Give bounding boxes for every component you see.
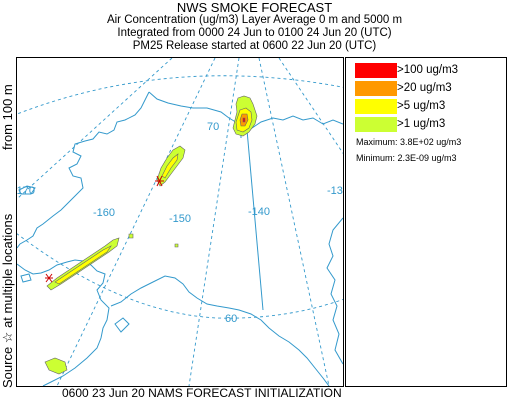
legend-label-5: >5 ug/m3 <box>397 100 446 112</box>
smoke-plumes <box>44 95 258 375</box>
meridian-140 <box>258 58 330 386</box>
integration-period: Integrated from 0000 24 Jun to 0100 24 J… <box>117 27 392 39</box>
release-height-label: from 100 m <box>0 84 15 150</box>
plume-south-small <box>44 357 68 375</box>
legend-swatch-5 <box>355 99 397 114</box>
forecast-initialization: 0600 23 Jun 20 NAMS FORECAST INITIALIZAT… <box>62 386 342 400</box>
forecast-title: NWS SMOKE FORECAST <box>176 0 333 15</box>
alaska-south-coast <box>110 275 330 386</box>
plume-central-yellow <box>161 153 179 179</box>
plume-speck-2 <box>128 233 134 239</box>
lat-label-70: 70 <box>207 121 219 133</box>
bristol-bay-coast <box>17 259 110 386</box>
alaska-north-coast <box>148 91 246 129</box>
legend-label-1: >1 ug/m3 <box>397 118 446 130</box>
lat-label-60: 60 <box>225 313 237 325</box>
coastlines <box>17 91 343 386</box>
legend-swatch-20 <box>355 81 397 96</box>
canada-north-coast <box>248 115 343 131</box>
graticule <box>17 58 343 386</box>
legend-label-20: >20 ug/m3 <box>397 82 452 94</box>
lon-label-170: -170 <box>17 185 35 197</box>
meridian-150 <box>188 58 240 386</box>
grid-labels: -170 -160 -150 -140 -130 70 60 <box>17 121 343 325</box>
meridian-160 <box>56 58 216 386</box>
plume-southwest-yellow <box>54 245 112 285</box>
legend-maximum: Maximum: 3.8E+02 ug/m3 <box>356 137 462 147</box>
legend-swatch-100 <box>355 63 397 78</box>
lon-label-130: -130 <box>327 185 343 197</box>
mainland-east-coast <box>326 217 343 365</box>
release-start: PM25 Release started at 0600 22 Jun 20 (… <box>132 40 377 52</box>
plume-speck <box>174 243 179 248</box>
concentration-legend: >100 ug/m3 >20 ug/m3 >5 ug/m3 >1 ug/m3 M… <box>345 57 507 387</box>
meridian-170 <box>17 58 173 200</box>
nunivak-island <box>20 273 32 283</box>
source-marker-central <box>155 175 164 187</box>
source-label: Source ☆ at multiple locations <box>0 213 15 388</box>
smoke-map: -170 -160 -150 -140 -130 70 60 <box>16 57 344 387</box>
alaska-west-coast <box>17 91 150 249</box>
meridian-130 <box>278 58 343 154</box>
source-markers <box>45 175 164 283</box>
alaska-canada-border <box>246 129 264 311</box>
source-marker-southwest <box>45 273 53 283</box>
lon-label-140: -140 <box>248 206 270 218</box>
lon-label-150: -150 <box>169 213 191 225</box>
plume-northeast-red <box>242 117 246 123</box>
kodiak-island <box>114 317 130 333</box>
legend-minimum: Minimum: 2.3E-09 ug/m3 <box>356 153 457 163</box>
map-canvas: -170 -160 -150 -140 -130 70 60 <box>17 58 343 386</box>
legend-label-100: >100 ug/m3 <box>397 64 459 76</box>
st-lawrence-island <box>18 185 36 195</box>
latitude-line-70 <box>17 75 343 115</box>
legend-swatch-1 <box>355 117 397 132</box>
latitude-line-60 <box>17 233 343 319</box>
concentration-subtitle: Air Concentration (ug/m3) Layer Average … <box>106 14 403 26</box>
lon-label-160: -160 <box>93 207 115 219</box>
